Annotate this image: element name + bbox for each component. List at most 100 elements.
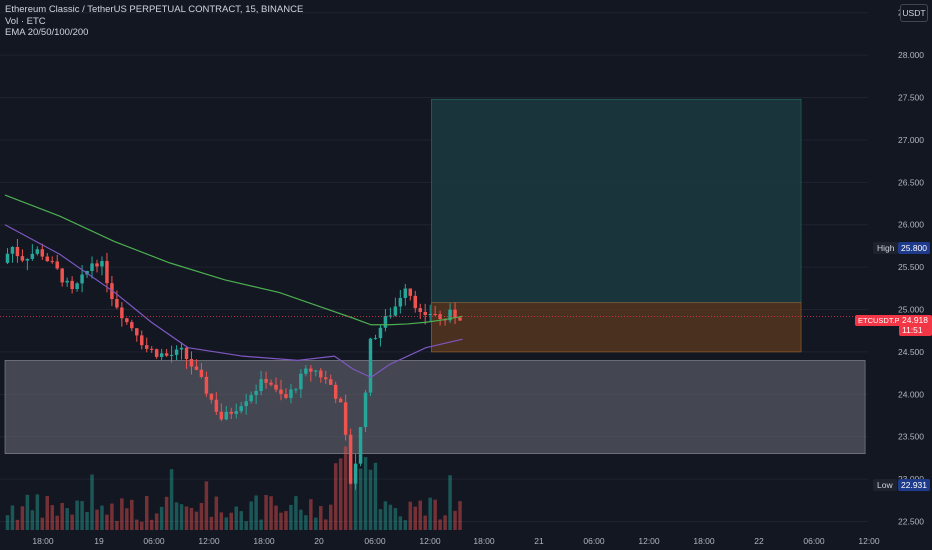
candle-body (224, 411, 229, 420)
volume-bar (194, 511, 199, 530)
candle-body (338, 398, 343, 403)
volume-bar (438, 519, 442, 530)
candle-body (234, 411, 238, 414)
candle-body (358, 427, 363, 464)
volume-bar (174, 502, 179, 530)
x-tick-label: 22 (754, 536, 764, 546)
volume-bar (125, 508, 129, 530)
candle-body (60, 268, 64, 283)
candle-body (368, 338, 373, 393)
volume-bar (184, 506, 189, 530)
x-tick-label: 18:00 (473, 536, 495, 546)
volume-bar (30, 510, 35, 530)
volume-bar (343, 446, 348, 530)
volume-bar (428, 497, 432, 530)
volume-bar (219, 512, 224, 530)
candle-body (423, 311, 427, 316)
volume-bar (144, 495, 149, 530)
volume-bar (353, 467, 358, 530)
volume-bar (279, 512, 283, 530)
candle-body (90, 263, 94, 271)
candle-body (140, 335, 144, 346)
candle-body (159, 353, 164, 357)
volume-bar (284, 511, 288, 530)
candle-body (35, 249, 40, 254)
symbol-title[interactable]: Ethereum Classic / TetherUS PERPETUAL CO… (5, 4, 304, 15)
chart-legend: Ethereum Classic / TetherUS PERPETUAL CO… (5, 4, 303, 39)
volume-bar (249, 501, 253, 530)
y-tick-label: 24.500 (898, 347, 924, 357)
candle-body (105, 261, 109, 284)
volume-bar (159, 506, 164, 530)
ema-indicator-label[interactable]: EMA 20/50/100/200 (5, 27, 89, 38)
x-tick-label: 06:00 (803, 536, 825, 546)
volume-bar (149, 519, 154, 530)
volume-bar (403, 520, 408, 530)
volume-bar (269, 496, 273, 530)
volume-bar (418, 500, 422, 530)
candle-body (229, 411, 234, 414)
candle-body (328, 379, 333, 385)
x-tick-label: 06:00 (143, 536, 165, 546)
volume-bar (154, 513, 159, 530)
candle-body (458, 317, 462, 321)
volume-bar (224, 517, 229, 530)
volume-bar (368, 469, 373, 530)
volume-bar (348, 454, 353, 530)
candle-body (194, 366, 199, 370)
currency-button[interactable]: USDT (900, 4, 928, 22)
volume-bar (398, 516, 403, 530)
volume-bar (433, 499, 437, 530)
y-tick-label: 27.500 (898, 93, 924, 103)
x-tick-label: 20 (314, 536, 324, 546)
volume-bar (458, 501, 462, 530)
candle-body (65, 280, 69, 283)
volume-bar (120, 498, 124, 530)
volume-indicator-label[interactable]: Vol · ETC (5, 15, 46, 27)
x-tick-label: 19 (94, 536, 104, 546)
symbol-price-tag: ETCUSDT.P (855, 315, 903, 326)
volume-bar (358, 468, 363, 530)
x-tick-label: 21 (534, 536, 544, 546)
candle-body (433, 313, 437, 315)
volume-bar (234, 506, 238, 530)
high-value: 25.800 (898, 242, 930, 254)
y-tick-label: 25.000 (898, 305, 924, 315)
candle-body (254, 390, 258, 396)
bar-countdown: 11:51 (902, 325, 923, 335)
candle-body (294, 389, 298, 391)
candle-body (378, 327, 383, 339)
volume-bar (244, 521, 248, 530)
volume-bar (95, 509, 99, 530)
volume-bar (214, 496, 219, 530)
x-tick-label: 06:00 (364, 536, 386, 546)
candle-body (373, 338, 378, 340)
ema-line-purple (4, 224, 463, 379)
candle-body (314, 370, 318, 372)
candle-body (219, 411, 224, 420)
candle-body (299, 373, 303, 390)
volume-bar (5, 515, 10, 530)
volume-bar (115, 520, 119, 530)
volume-bar (314, 517, 318, 530)
volume-bar (65, 508, 69, 530)
volume-bar (264, 494, 268, 530)
candle-body (398, 297, 403, 307)
candle-body (30, 253, 35, 259)
volume-bar (363, 457, 368, 530)
x-tick-label: 12:00 (419, 536, 441, 546)
candle-body (75, 283, 79, 290)
grey-zone (4, 360, 866, 454)
candle-body (448, 309, 452, 321)
candle-body (130, 322, 134, 329)
volume-bar (408, 501, 413, 530)
last-price-badge: 24.918 11:51 (899, 315, 932, 336)
candle-body (284, 394, 288, 398)
candle-body (393, 306, 398, 316)
volume-bar (229, 512, 234, 530)
candle-body (348, 434, 353, 484)
volume-bar (70, 514, 74, 530)
candle-body (204, 376, 209, 394)
volume-bar (254, 495, 258, 530)
